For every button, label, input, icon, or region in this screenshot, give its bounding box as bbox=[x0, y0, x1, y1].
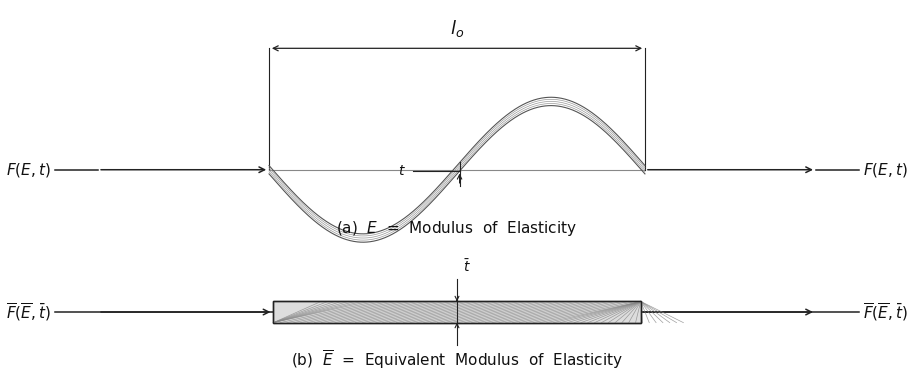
Text: $F(E,t)$: $F(E,t)$ bbox=[6, 161, 51, 179]
Text: (a)  $E$  =  Modulus  of  Elasticity: (a) $E$ = Modulus of Elasticity bbox=[336, 219, 578, 238]
Text: $t$: $t$ bbox=[398, 164, 406, 178]
Text: $l_o$: $l_o$ bbox=[450, 18, 464, 39]
Text: $F(E,t)$: $F(E,t)$ bbox=[863, 161, 908, 179]
Text: $\overline{F}(\overline{E},\bar{t})$: $\overline{F}(\overline{E},\bar{t})$ bbox=[6, 301, 51, 323]
Text: (b)  $\overline{E}$  =  Equivalent  Modulus  of  Elasticity: (b) $\overline{E}$ = Equivalent Modulus … bbox=[291, 348, 623, 371]
Text: $\overline{F}(\overline{E},\bar{t})$: $\overline{F}(\overline{E},\bar{t})$ bbox=[863, 301, 908, 323]
Bar bbox=[273, 301, 641, 323]
Bar bbox=[273, 301, 641, 323]
Text: $\bar{t}$: $\bar{t}$ bbox=[463, 258, 472, 275]
